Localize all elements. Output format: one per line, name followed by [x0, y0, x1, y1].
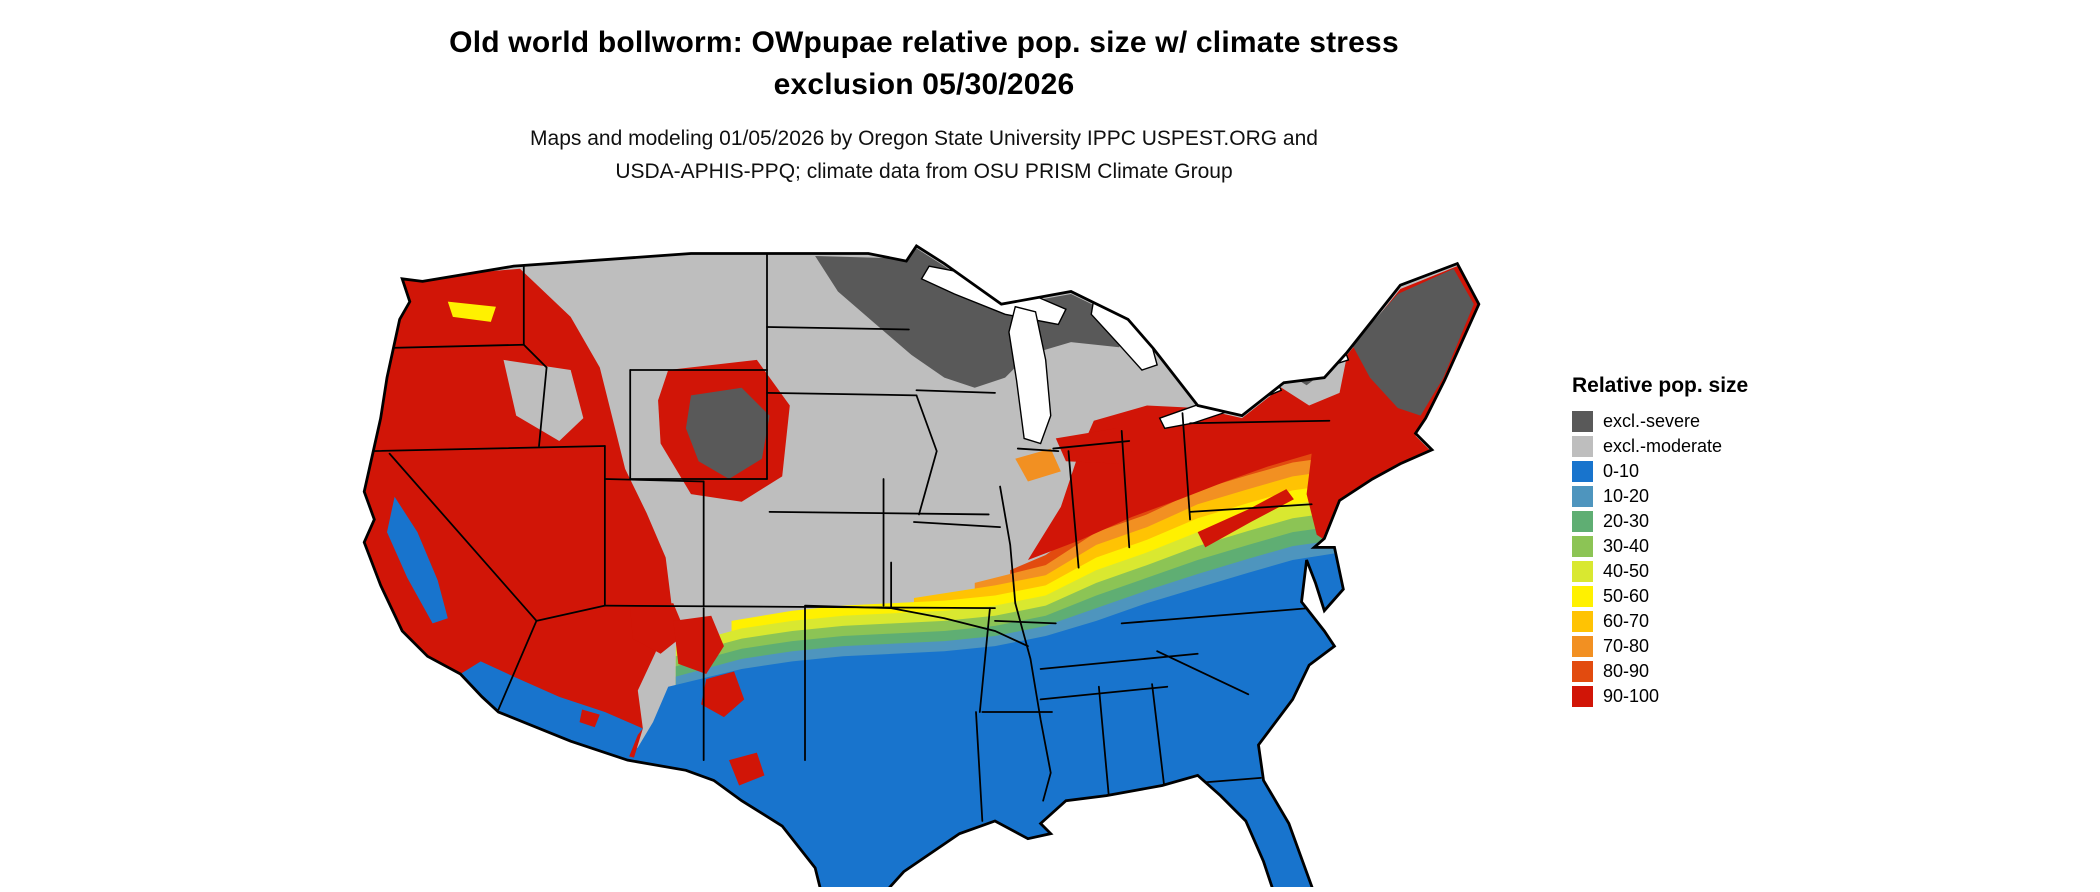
legend-item-label: 80-90 — [1603, 661, 1650, 681]
region-rockies-severe — [685, 387, 770, 479]
legend-item: 10-20 — [1572, 484, 1842, 509]
region-wtx-mountains-90-100 — [729, 752, 765, 786]
legend-swatch — [1572, 586, 1593, 607]
legend-item: 70-80 — [1572, 634, 1842, 659]
legend-title: Relative pop. size — [1572, 374, 1749, 397]
region-mogollon-90-100 — [630, 603, 686, 654]
legend-swatch — [1572, 636, 1593, 657]
region-appalachian-90-100 — [1197, 489, 1294, 548]
map-legend: Relative pop. size excl.-severe excl.-mod… — [1572, 374, 1842, 709]
legend-item-label: 10-20 — [1603, 486, 1650, 506]
legend-swatch — [1572, 486, 1593, 507]
legend-item: 20-30 — [1572, 509, 1842, 534]
legend-item: 60-70 — [1572, 609, 1842, 634]
legend-item: 0-10 — [1572, 459, 1842, 484]
state-borders — [364, 252, 1331, 822]
legend-swatch — [1572, 536, 1593, 557]
legend-swatch — [1572, 561, 1593, 582]
lake-michigan — [1008, 305, 1052, 445]
page-subtitle: Maps and modeling 01/05/2026 by Oregon S… — [0, 122, 1848, 188]
legend-item: 30-40 — [1572, 534, 1842, 559]
region-south-michigan-90-100 — [1055, 428, 1132, 464]
legend-item-label: 50-60 — [1603, 586, 1650, 606]
legend-swatch — [1572, 461, 1593, 482]
subtitle-line-1: Maps and modeling 01/05/2026 by Oregon S… — [530, 127, 1318, 150]
region-nm-west-90-100 — [673, 615, 724, 675]
legend-item-label: 70-80 — [1603, 636, 1650, 656]
legend-item: excl.-moderate — [1572, 434, 1842, 459]
legend-item-label: 90-100 — [1603, 686, 1660, 706]
legend-swatch — [1572, 436, 1593, 457]
region-upper-mississippi-70-80 — [1015, 448, 1061, 482]
title-line-1: Old world bollworm: OWpupae relative pop… — [449, 26, 1399, 59]
legend-item: 40-50 — [1572, 559, 1842, 584]
legend-item: 90-100 — [1572, 684, 1842, 709]
region-sw-desert-0-10 — [460, 661, 643, 761]
legend-swatch — [1572, 661, 1593, 682]
us-map — [311, 228, 1527, 887]
region-nm-south-90-100 — [701, 671, 745, 718]
legend-item-label: excl.-moderate — [1603, 436, 1723, 456]
legend-swatch — [1572, 611, 1593, 632]
legend-item-label: 60-70 — [1603, 611, 1650, 631]
region-west-90-100 — [364, 268, 672, 758]
legend-swatch — [1572, 411, 1593, 432]
region-south-0-10 — [602, 544, 1479, 887]
legend-item: 50-60 — [1572, 584, 1842, 609]
legend-item-label: 20-30 — [1603, 511, 1650, 531]
legend-item: excl.-severe — [1572, 409, 1842, 434]
region-north-severe — [815, 248, 1128, 388]
legend-swatch — [1572, 511, 1593, 532]
legend-item-label: excl.-severe — [1603, 411, 1701, 431]
legend-item-label: 0-10 — [1603, 461, 1640, 481]
legend-item: 80-90 — [1572, 659, 1842, 684]
legend-item-label: 40-50 — [1603, 561, 1650, 581]
region-sky-island-90-100 — [579, 709, 600, 728]
legend-item-label: 30-40 — [1603, 536, 1650, 556]
us-map-graphic — [362, 244, 1481, 887]
legend-items: excl.-severe excl.-moderate 0-10 10-20 20-30… — [1572, 409, 1842, 709]
region-new-england-severe — [1352, 268, 1474, 416]
page-title: Old world bollworm: OWpupae relative pop… — [0, 22, 1848, 106]
region-central-valley-0-10 — [387, 496, 448, 624]
region-columbia-basin-50-60 — [447, 301, 496, 322]
subtitle-line-2: USDA-APHIS-PPQ; climate data from OSU PR… — [615, 160, 1233, 183]
title-line-2: exclusion 05/30/2026 — [773, 68, 1075, 101]
title-block: Old world bollworm: OWpupae relative pop… — [0, 22, 1848, 188]
legend-swatch — [1572, 686, 1593, 707]
